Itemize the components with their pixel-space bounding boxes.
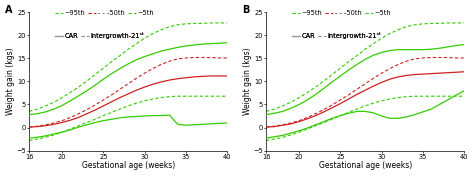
X-axis label: Gestational age (weeks): Gestational age (weeks) [82, 161, 175, 170]
X-axis label: Gestational age (weeks): Gestational age (weeks) [319, 161, 412, 170]
Legend: CAR, Intergrowth-21ˢᵗ: CAR, Intergrowth-21ˢᵗ [52, 30, 147, 42]
Text: A: A [5, 5, 13, 15]
Y-axis label: Weight gain (kgs): Weight gain (kgs) [6, 48, 15, 115]
Legend: CAR, Intergrowth-21ˢᵗ: CAR, Intergrowth-21ˢᵗ [289, 30, 384, 42]
Text: B: B [242, 5, 250, 15]
Y-axis label: Weight gain (kgs): Weight gain (kgs) [243, 48, 252, 115]
